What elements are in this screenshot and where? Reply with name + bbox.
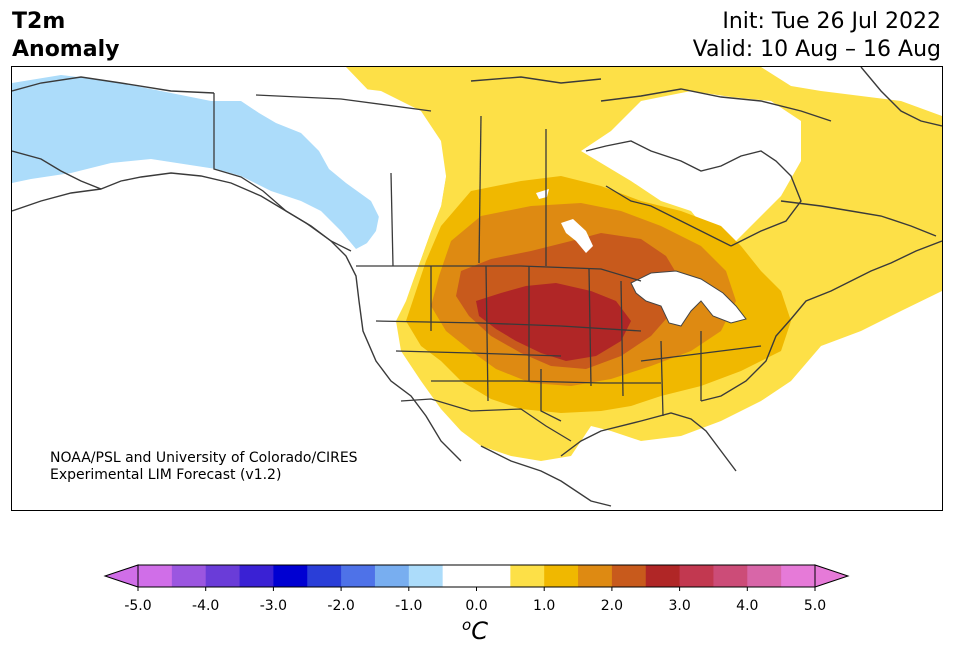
- boundaries: [213, 93, 762, 442]
- colorbar-cell: [442, 565, 477, 587]
- colorbar-cell: [510, 565, 545, 587]
- valid-dates: Valid: 10 Aug – 16 Aug: [692, 37, 941, 62]
- colorbar-cell: [611, 565, 647, 587]
- great-lakes: [630, 270, 747, 327]
- colorbar-tick-label: 5.0: [803, 598, 827, 614]
- colorbar-cell: [578, 565, 613, 587]
- colorbar-cell: [138, 565, 173, 587]
- colorbar-cell: [374, 565, 410, 587]
- title-line-1: T2m: [12, 9, 66, 34]
- title-line-2: Anomaly: [12, 37, 120, 62]
- colorbar-cell: [476, 565, 511, 587]
- lake-winnipeg: [561, 219, 593, 253]
- colorbar-cell: [408, 565, 444, 587]
- colorbar-cell: [171, 565, 207, 587]
- forecast-dates: Init: Tue 26 Jul 2022 Valid: 10 Aug – 16…: [693, 8, 941, 64]
- map-canvas: [12, 67, 942, 510]
- init-date: Init: Tue 26 Jul 2022: [722, 9, 941, 34]
- colorbar-unit: oC: [462, 616, 488, 645]
- colorbar-tick-label: 0.0: [465, 598, 488, 614]
- colorbar-tick-label: 4.0: [736, 598, 759, 614]
- colorbar-under-extend: [103, 564, 139, 588]
- warm-anomaly-level-5: [476, 283, 631, 361]
- colorbar-cell: [307, 565, 342, 587]
- colorbar-cells: [103, 564, 850, 591]
- colorbar-tick-label: 3.0: [668, 598, 691, 614]
- colorbar-cell: [273, 565, 308, 587]
- credit-text: NOAA/PSL and University of Colorado/CIRE…: [50, 450, 358, 484]
- map-title: T2m Anomaly: [12, 8, 119, 64]
- colorbar-border: [137, 564, 816, 588]
- neutral-region-west: [251, 85, 446, 301]
- credit-line-1: NOAA/PSL and University of Colorado/CIRE…: [50, 450, 358, 466]
- coastlines: [12, 67, 942, 507]
- colorbar-tick-label: 2.0: [600, 598, 624, 614]
- colorbar-tick-label: -4.0: [192, 598, 220, 614]
- colorbar-cell: [544, 565, 579, 587]
- anomaly-map: NOAA/PSL and University of Colorado/CIRE…: [11, 66, 943, 511]
- colorbar-cell: [239, 565, 274, 587]
- colorbar-cell: [205, 565, 241, 587]
- colorbar-over-extend: [814, 564, 850, 588]
- colorbar-cell: [679, 565, 714, 587]
- colorbar-tick-label: -5.0: [124, 598, 152, 614]
- colorbar-tick-label: 1.0: [533, 598, 556, 614]
- colorbar-tick-label: -1.0: [395, 598, 423, 614]
- colorbar-cell: [747, 565, 782, 587]
- credit-line-2: Experimental LIM Forecast (v1.2): [50, 467, 282, 483]
- unit-degree: o: [462, 616, 472, 634]
- cold-anomaly-region: [12, 75, 381, 249]
- unit-letter: C: [471, 617, 488, 645]
- colorbar-cell: [781, 565, 816, 587]
- neutral-region-arctic: [761, 67, 942, 116]
- colorbar-cell: [645, 565, 681, 587]
- colorbar-tick-label: -3.0: [259, 598, 288, 614]
- colorbar-cell: [713, 565, 748, 587]
- colorbar-tick-label: -2.0: [327, 598, 355, 614]
- colorbar-cell: [341, 565, 376, 587]
